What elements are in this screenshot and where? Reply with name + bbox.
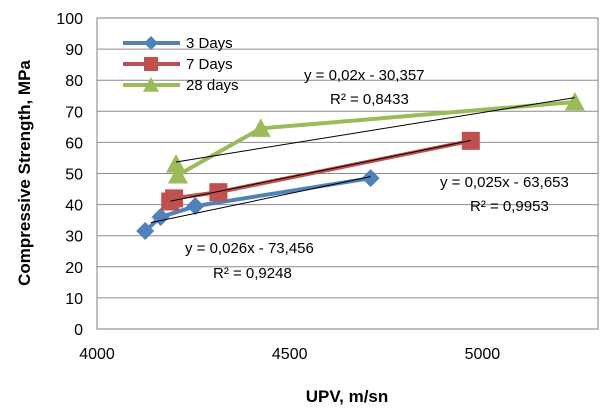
x-axis-title: UPV, m/sn <box>306 387 389 406</box>
y-tick-label: 10 <box>65 291 83 308</box>
plot-border <box>96 17 599 330</box>
legend-marker-28-days <box>143 77 159 92</box>
legend-label-28-days: 28 days <box>186 77 239 94</box>
y-tick-label: 60 <box>65 135 83 152</box>
data-point-28-days <box>167 165 188 184</box>
x-tick-label: 4500 <box>272 346 308 363</box>
annotation-3days-r2: R² = 0,9248 <box>213 265 292 282</box>
series-28-days <box>166 91 585 184</box>
legend-item-7-days: 7 Days <box>123 56 233 73</box>
data-point-7-days <box>209 183 228 202</box>
legend-label-3-days: 3 Days <box>186 35 233 52</box>
y-tick-label: 90 <box>65 42 83 59</box>
trendline-7-days <box>170 140 471 202</box>
data-point-28-days <box>250 118 271 137</box>
legend-marker-7-days <box>144 57 158 71</box>
series-3-days <box>136 169 380 241</box>
data-point-3-days <box>136 222 155 241</box>
annotation-28days-equation: y = 0,02x - 30,357 <box>304 67 425 84</box>
y-tick-label: 20 <box>65 260 83 277</box>
y-tick-label: 100 <box>56 11 83 28</box>
y-tick-label: 30 <box>65 229 83 246</box>
x-tick-labels: 4000 4500 5000 <box>79 346 500 363</box>
annotation-7days-equation: y = 0,025x - 63,653 <box>440 174 569 191</box>
y-tick-label: 0 <box>74 322 83 339</box>
data-point-3-days <box>186 197 205 216</box>
x-tick-label: 4000 <box>79 346 115 363</box>
data-point-7-days <box>165 189 184 208</box>
annotation-28days-r2: R² = 0,8433 <box>330 91 409 108</box>
data-point-3-days <box>361 169 380 188</box>
trendline-3-days <box>150 176 371 224</box>
y-tick-label: 40 <box>65 198 83 215</box>
y-axis-title: Compressive Strength, MPa <box>15 60 34 286</box>
y-tick-label: 80 <box>65 73 83 90</box>
legend-marker-3-days <box>144 36 158 50</box>
annotation-3days-equation: y = 0,026x - 73,456 <box>185 240 314 257</box>
legend: 3 Days 7 Days 28 days <box>123 35 239 94</box>
data-point-28-days <box>564 91 585 111</box>
trendline-28-days <box>175 97 575 163</box>
legend-label-7-days: 7 Days <box>186 56 233 73</box>
data-point-28-days <box>166 154 187 173</box>
series-group <box>136 91 585 241</box>
y-tick-label: 50 <box>65 167 83 184</box>
series-7-days <box>161 131 480 211</box>
x-tick-label: 5000 <box>465 346 501 363</box>
y-tick-label: 70 <box>65 104 83 121</box>
series-line-3-days <box>143 176 371 233</box>
legend-item-3-days: 3 Days <box>123 35 233 52</box>
y-tick-labels: 0 10 20 30 40 50 60 70 80 90 100 <box>56 11 83 339</box>
legend-item-28-days: 28 days <box>123 77 239 94</box>
annotation-7days-r2: R² = 0,9953 <box>470 198 549 215</box>
